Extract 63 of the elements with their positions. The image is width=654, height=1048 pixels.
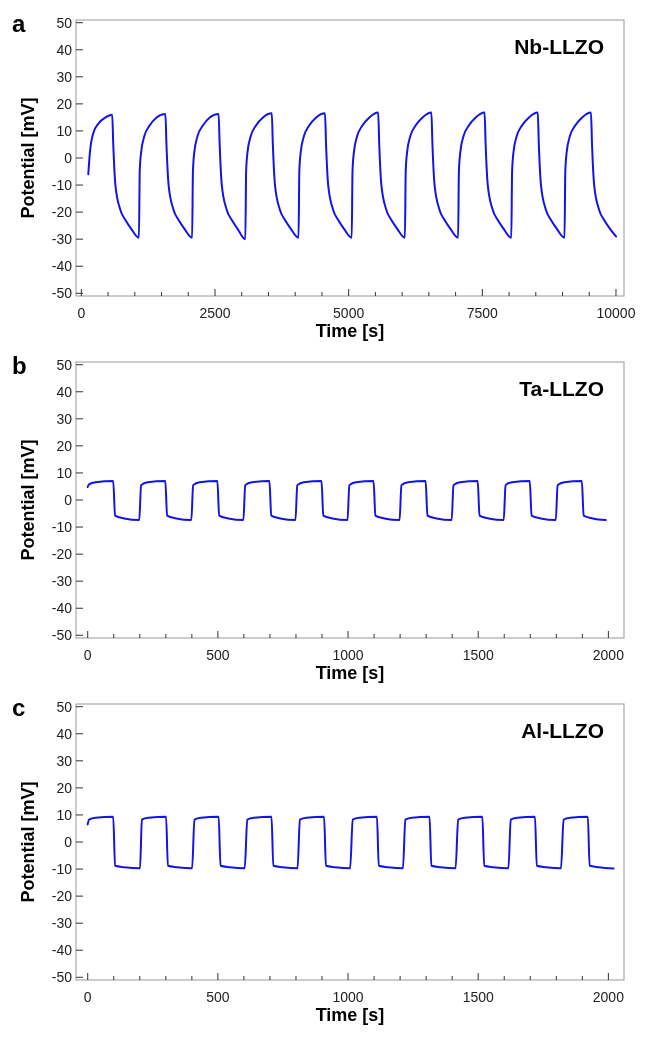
y-tick-label: -40 [51,258,73,275]
annotation: Ta-LLZO [519,377,604,400]
x-tick-label: 0 [83,647,92,663]
y-tick-label: -10 [51,518,73,535]
y-tick-label: 30 [56,752,73,769]
text: b [12,352,27,379]
y-tick-label: 40 [56,383,73,400]
annotation: Nb-LLZO [514,35,604,58]
y-tick-label: 0 [64,833,73,850]
y-tick-label: 20 [56,437,73,454]
x-axis-title: Time [s] [315,321,385,341]
line-series [87,111,617,241]
x-tick-label: 1500 [462,989,494,1005]
x-axis-title: Time [s] [315,1005,385,1025]
x-tick-label: 7500 [466,305,499,321]
y-tick-label: -40 [51,942,73,959]
y-tick-label: -40 [51,600,73,617]
x-tick-label: 1500 [462,647,494,663]
y-tick-label: 30 [56,410,73,427]
x-tick-label: 1000 [332,647,364,663]
y-tick-label: -30 [51,231,73,248]
y-tick-label: -50 [51,969,73,986]
y-tick-label: 20 [56,779,73,796]
y-tick-label: -30 [51,915,73,932]
text: a [12,10,26,37]
x-axis-title: Time [s] [315,663,385,683]
y-tick-label: 20 [56,95,73,112]
y-tick-label: 40 [56,725,73,742]
y-axis-title: Potential [mV] [18,781,38,903]
y-axis-title: Potential [mV] [18,439,38,561]
x-tick-label: 0 [83,989,92,1005]
y-tick-label: 0 [64,149,73,166]
y-tick-label: 50 [56,698,73,715]
line-series [86,815,615,870]
x-tick-label: 0 [77,305,86,321]
y-tick-label: 10 [56,806,73,823]
y-tick-label: 50 [56,356,73,373]
x-tick-label: 10000 [596,305,636,321]
x-tick-label: 2500 [199,305,231,321]
y-tick-label: 40 [56,41,73,58]
x-tick-label: 5000 [333,305,365,321]
y-tick-label: 30 [56,68,73,85]
x-tick-label: 1000 [332,989,364,1005]
y-tick-label: -10 [51,176,73,193]
y-tick-label: -20 [51,204,73,221]
y-tick-label: 10 [56,122,73,139]
annotation: Al-LLZO [521,719,604,742]
x-tick-label: 2000 [592,989,625,1005]
y-tick-label: -10 [51,860,73,877]
y-tick-label: -30 [51,573,73,590]
y-axis-title: Potential [mV] [18,97,38,219]
x-tick-label: 500 [206,989,230,1005]
x-tick-label: 500 [206,647,230,663]
y-tick-label: 50 [56,14,73,31]
y-tick-label: -50 [51,627,73,644]
y-tick-label: -50 [51,285,73,302]
y-tick-label: -20 [51,546,73,563]
text: c [12,694,26,721]
y-tick-label: -20 [51,888,73,905]
line-series [86,480,607,522]
y-tick-label: 10 [56,464,73,481]
y-tick-label: 0 [64,491,73,508]
x-tick-label: 2000 [592,647,625,663]
